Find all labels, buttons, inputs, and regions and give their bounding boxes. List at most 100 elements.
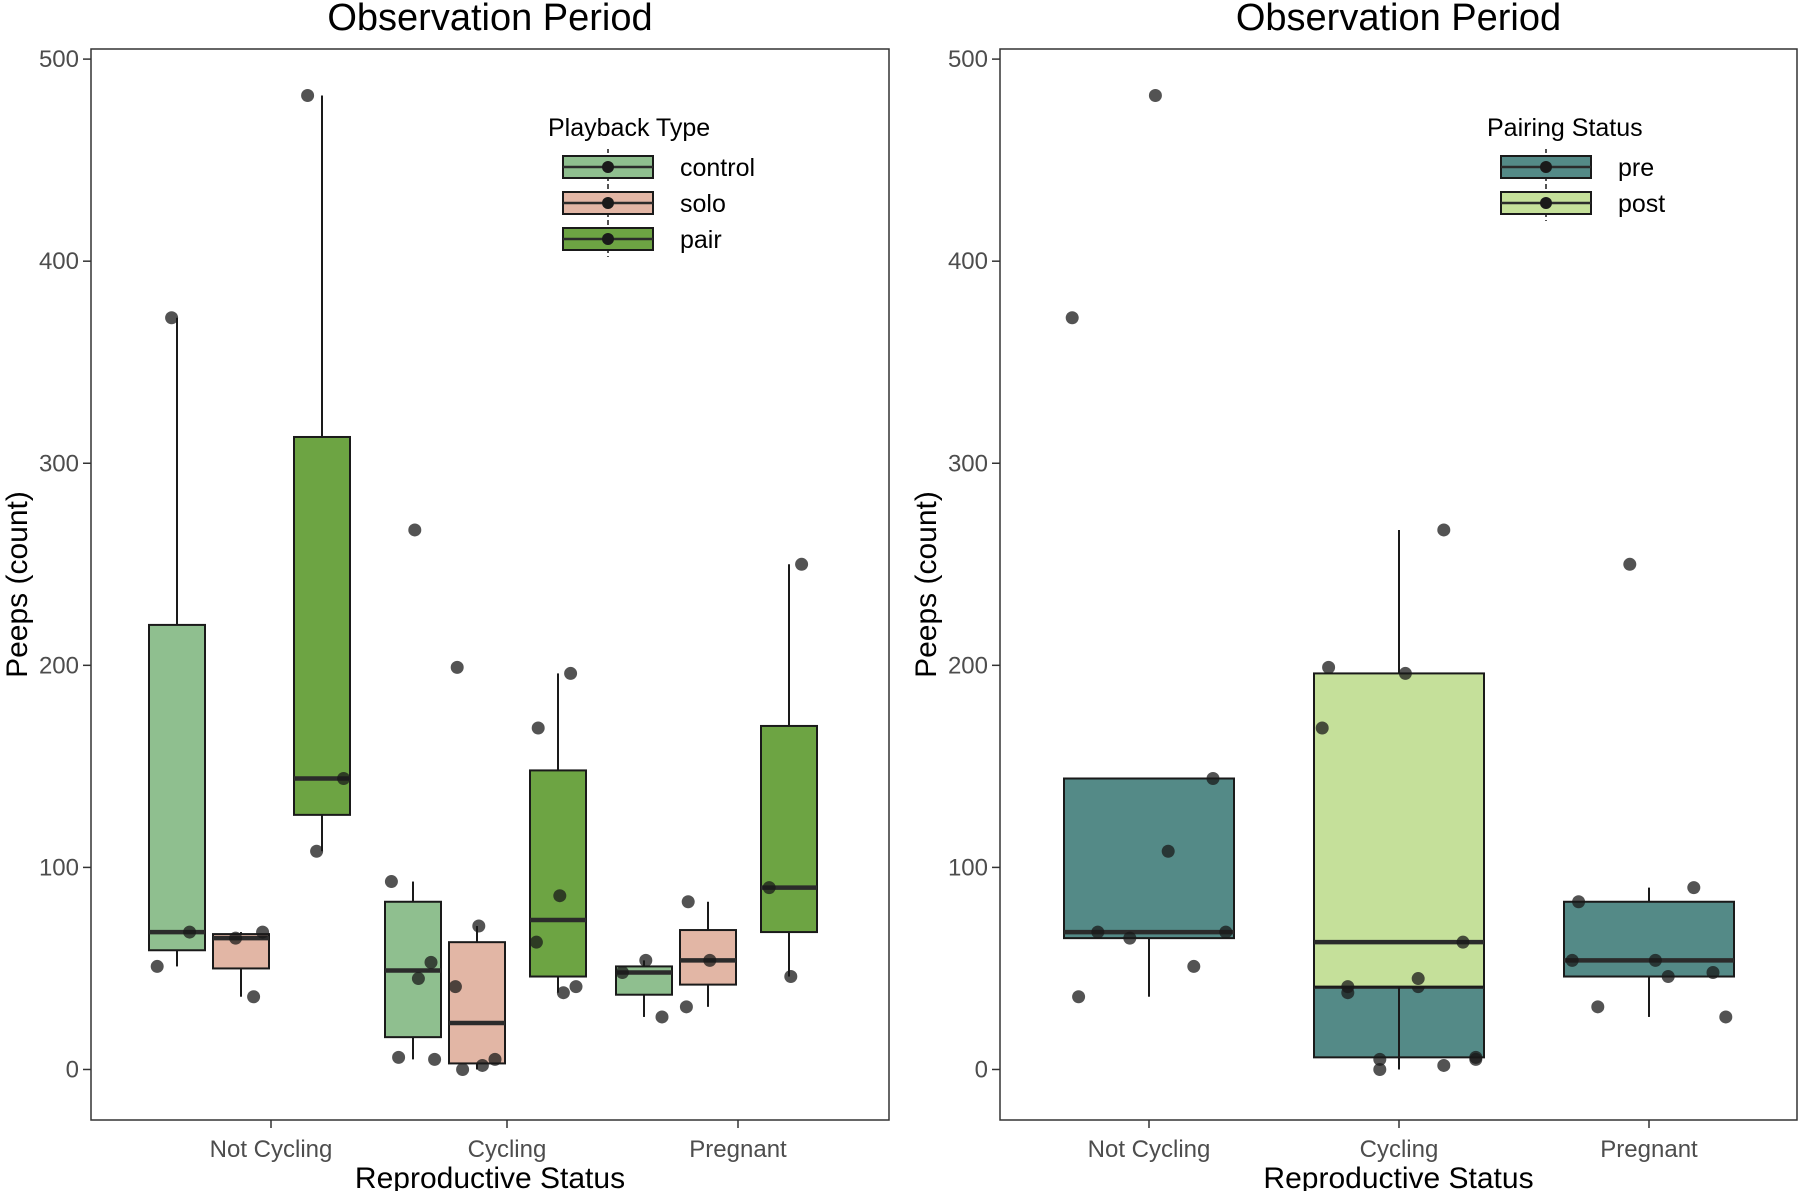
x-tick-label: Pregnant xyxy=(689,1136,787,1163)
data-point xyxy=(1341,980,1355,994)
legend-item-control: control xyxy=(562,149,755,185)
y-tick-label: 100 xyxy=(948,854,988,881)
data-point xyxy=(1706,965,1720,979)
box-iqr xyxy=(760,724,818,934)
data-point xyxy=(488,1052,502,1066)
data-point xyxy=(1161,844,1175,858)
x-axis-title: Reproductive Status xyxy=(1263,1162,1533,1191)
box-pregnant-pre xyxy=(1563,557,1735,1024)
data-point xyxy=(424,955,438,969)
data-point xyxy=(762,881,776,895)
data-point xyxy=(472,919,486,933)
data-point xyxy=(1623,557,1637,571)
data-point xyxy=(784,970,798,984)
y-axis-title: Peeps (count) xyxy=(910,491,943,678)
y-axis-title: Peeps (count) xyxy=(1,491,34,678)
data-point xyxy=(1148,88,1162,102)
x-tick-label: Pregnant xyxy=(1600,1136,1698,1163)
box-iqr xyxy=(1063,777,1235,940)
legend: Playback Type control solo pair xyxy=(548,114,755,257)
chart-title: Observation Period xyxy=(327,0,652,39)
x-axis-title: Reproductive Status xyxy=(355,1162,625,1191)
data-point xyxy=(310,844,324,858)
data-point xyxy=(1206,771,1220,785)
box-not-cycling-control xyxy=(148,311,206,973)
data-point xyxy=(1719,1010,1733,1024)
data-point xyxy=(703,953,717,967)
data-point xyxy=(1411,972,1425,986)
x-tick-label: Cycling xyxy=(468,1136,547,1163)
data-point xyxy=(553,889,567,903)
data-point xyxy=(475,1058,489,1072)
legend-label: pre xyxy=(1618,154,1654,182)
legend-item-solo: solo xyxy=(562,185,726,221)
data-point xyxy=(1661,970,1675,984)
legend-item-post: post xyxy=(1500,185,1665,221)
box-not-cycling-solo xyxy=(212,925,270,1004)
box-iqr xyxy=(293,435,351,816)
legend-key-point xyxy=(1540,161,1552,173)
x-tick-label: Not Cycling xyxy=(1088,1136,1211,1163)
chart-title: Observation Period xyxy=(1236,0,1561,39)
y-tick-label: 400 xyxy=(39,248,79,275)
data-point xyxy=(247,990,261,1004)
data-point xyxy=(1456,935,1470,949)
box-iqr xyxy=(448,941,506,1065)
y-tick-label: 200 xyxy=(39,652,79,679)
data-point xyxy=(1437,523,1451,537)
x-tick-label: Not Cycling xyxy=(210,1136,333,1163)
data-point xyxy=(1373,1062,1387,1076)
data-point xyxy=(150,959,164,973)
data-point xyxy=(1565,953,1579,967)
data-point xyxy=(392,1050,406,1064)
data-point xyxy=(529,935,543,949)
data-point xyxy=(564,666,578,680)
data-point xyxy=(615,965,629,979)
data-point xyxy=(1315,721,1329,735)
data-point xyxy=(1219,925,1233,939)
legend-label: pair xyxy=(680,226,722,254)
data-point xyxy=(1072,990,1086,1004)
data-point xyxy=(795,557,809,571)
data-point xyxy=(456,1062,470,1076)
data-point xyxy=(1123,931,1137,945)
data-point xyxy=(408,523,422,537)
y-tick-label: 0 xyxy=(975,1056,988,1083)
y-tick-label: 300 xyxy=(948,450,988,477)
box-iqr xyxy=(1563,900,1735,978)
data-point xyxy=(384,875,398,889)
data-point xyxy=(256,925,270,939)
data-point xyxy=(1648,953,1662,967)
legend-key-point xyxy=(602,197,614,209)
y-tick-label: 0 xyxy=(66,1056,79,1083)
right-panel: Observation Period 0 100 200 300 400 500 Not Cy… xyxy=(910,0,1798,1191)
y-tick-label: 500 xyxy=(948,46,988,73)
data-point xyxy=(1687,881,1701,895)
x-tick-label: Cycling xyxy=(1360,1136,1439,1163)
legend-title: Pairing Status xyxy=(1487,114,1643,142)
data-point xyxy=(531,721,545,735)
data-point xyxy=(411,972,425,986)
data-point xyxy=(448,980,462,994)
legend-key-point xyxy=(602,161,614,173)
box-cycling-post xyxy=(1313,523,1485,1076)
data-point xyxy=(1187,959,1201,973)
box-not-cycling-pair xyxy=(293,88,351,858)
box-pregnant-solo xyxy=(679,895,737,1014)
data-point xyxy=(337,771,351,785)
y-tick-label: 200 xyxy=(948,652,988,679)
y-tick-label: 300 xyxy=(39,450,79,477)
data-point xyxy=(1373,1052,1387,1066)
data-point xyxy=(655,1010,669,1024)
data-point xyxy=(183,925,197,939)
legend-key-point xyxy=(1540,197,1552,209)
legend-item-pair: pair xyxy=(562,221,722,257)
left-panel: Observation Period 0 100 200 300 400 500 Not Cy… xyxy=(1,0,890,1191)
data-point xyxy=(229,931,243,945)
legend-label: post xyxy=(1618,190,1665,218)
legend-label: control xyxy=(680,154,755,182)
data-point xyxy=(639,953,653,967)
data-point xyxy=(681,895,695,909)
box-cycling-solo xyxy=(448,660,506,1076)
data-point xyxy=(1591,1000,1605,1014)
